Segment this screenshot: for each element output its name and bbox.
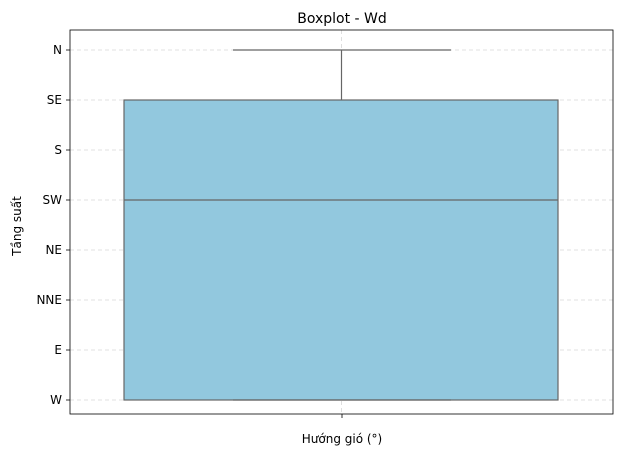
y-tick-label: W <box>50 393 62 407</box>
y-tick-label: SW <box>43 193 63 207</box>
plot-frame <box>69 29 614 415</box>
y-tick-label: NE <box>45 243 62 257</box>
chart-title: Boxplot - Wd <box>297 11 387 27</box>
iqr-box <box>123 99 559 401</box>
y-tick-label: E <box>54 343 62 357</box>
y-axis-label: Tầng suất <box>10 196 24 257</box>
y-axis: W E NNE NE SW S SE N <box>36 43 70 407</box>
y-tick-label: S <box>54 143 62 157</box>
y-tick-label: NNE <box>36 293 62 307</box>
box-layer <box>123 49 559 401</box>
y-tick-label: SE <box>47 93 62 107</box>
y-tick-label: N <box>53 43 62 57</box>
x-axis-label: Hướng gió (°) <box>302 432 382 446</box>
